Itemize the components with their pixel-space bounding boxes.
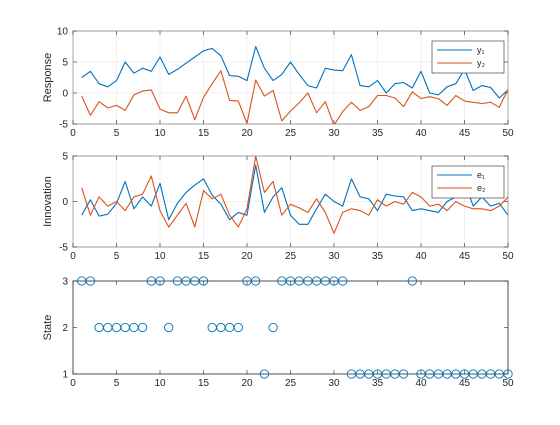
x-tick-label: 40 bbox=[415, 128, 427, 139]
x-tick-label: 30 bbox=[328, 128, 340, 139]
state-marker bbox=[233, 322, 243, 333]
y-axis-label: State bbox=[42, 315, 54, 341]
state-marker bbox=[503, 369, 513, 379]
x-tick-label: 40 bbox=[415, 251, 427, 262]
x-tick-label: 15 bbox=[198, 378, 210, 389]
legend: y₁ y₂ bbox=[431, 40, 505, 74]
x-tick-label: 45 bbox=[459, 128, 471, 139]
legend-label: e₁ bbox=[477, 170, 485, 180]
x-tick-label: 5 bbox=[114, 378, 120, 389]
x-tick-label: 10 bbox=[154, 251, 166, 262]
x-tick-label: 35 bbox=[372, 251, 384, 262]
y-tick-label: 1 bbox=[62, 370, 68, 381]
x-tick-label: 50 bbox=[502, 128, 514, 139]
x-tick-label: 5 bbox=[114, 251, 120, 262]
x-tick-label: 35 bbox=[372, 128, 384, 139]
x-tick-label: 0 bbox=[70, 378, 76, 389]
x-tick-label: 40 bbox=[415, 378, 427, 389]
x-tick-label: 10 bbox=[154, 378, 166, 389]
data-layer bbox=[81, 45, 508, 124]
legend: e₁ e₂ bbox=[431, 165, 505, 199]
x-tick-label: 20 bbox=[241, 378, 253, 389]
x-tick-label: 45 bbox=[459, 251, 471, 262]
state-marker bbox=[198, 276, 209, 286]
legend-label: e₂ bbox=[477, 183, 486, 193]
x-tick-label: 50 bbox=[502, 251, 514, 262]
state-marker bbox=[259, 369, 270, 379]
x-tick-label: 15 bbox=[198, 128, 210, 139]
x-tick-label: 10 bbox=[154, 128, 166, 139]
legend-label: y₂ bbox=[477, 58, 486, 68]
series-line-y₂ bbox=[81, 70, 508, 124]
x-tick-label: 25 bbox=[285, 128, 297, 139]
y-tick-label: -5 bbox=[59, 120, 68, 131]
state-marker bbox=[338, 276, 348, 286]
x-tick-label: 15 bbox=[198, 251, 210, 262]
state-marker bbox=[155, 276, 165, 286]
y-axis-label: Innovation bbox=[42, 176, 54, 227]
x-tick-label: 25 bbox=[285, 378, 297, 389]
y-tick-label: -5 bbox=[59, 243, 68, 254]
state-marker bbox=[85, 276, 96, 286]
state-marker bbox=[137, 322, 148, 333]
legend-label: y₁ bbox=[477, 45, 485, 55]
state-marker bbox=[251, 276, 261, 286]
state-marker bbox=[268, 322, 278, 333]
y-axis-label: Response bbox=[42, 53, 54, 103]
series-line-e₁ bbox=[81, 164, 508, 225]
x-tick-label: 25 bbox=[285, 251, 297, 262]
state-panel: 0 5 10 15 20 25 30 35 40 45 50 1 2 3 State bbox=[42, 276, 514, 389]
x-tick-label: 45 bbox=[459, 378, 471, 389]
state-marker bbox=[164, 322, 174, 333]
x-tick-label: 30 bbox=[328, 251, 340, 262]
y-tick-label: 10 bbox=[57, 27, 69, 38]
x-tick-label: 20 bbox=[241, 128, 253, 139]
state-marker bbox=[407, 276, 417, 286]
y-tick-label: 2 bbox=[62, 323, 68, 334]
series-line-e₂ bbox=[81, 156, 508, 234]
x-tick-label: 20 bbox=[241, 251, 253, 262]
x-tick-label: 30 bbox=[328, 378, 340, 389]
plot-area bbox=[72, 280, 509, 375]
series-line-y₁ bbox=[81, 45, 508, 99]
legend-box bbox=[431, 40, 505, 74]
x-tick-label: 0 bbox=[70, 128, 76, 139]
x-tick-label: 5 bbox=[114, 128, 120, 139]
state-marker bbox=[398, 369, 409, 379]
y-tick-label: 0 bbox=[62, 89, 68, 100]
x-tick-label: 35 bbox=[372, 378, 384, 389]
x-tick-label: 0 bbox=[70, 251, 76, 262]
y-tick-label: 5 bbox=[62, 152, 68, 163]
y-tick-label: 0 bbox=[62, 197, 68, 208]
y-tick-label: 5 bbox=[62, 58, 68, 69]
data-layer bbox=[81, 156, 508, 234]
legend-box bbox=[431, 165, 505, 199]
y-tick-label: 3 bbox=[62, 277, 68, 288]
x-tick-label: 50 bbox=[502, 378, 514, 389]
